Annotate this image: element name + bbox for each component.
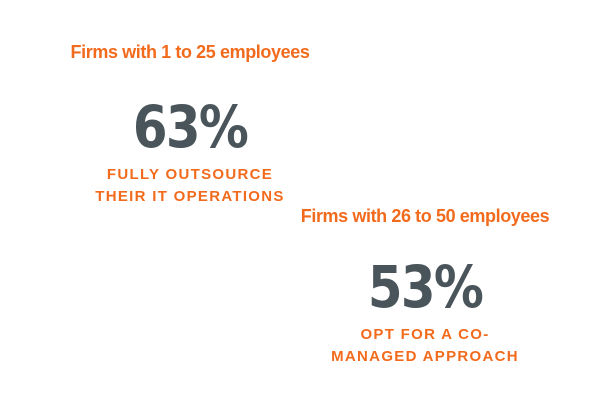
stat-caption: FULLY OUTSOURCE THEIR IT OPERATIONS [60, 164, 320, 208]
stat-caption-line: FULLY OUTSOURCE [106, 166, 274, 183]
stat-caption-line: MANAGED APPROACH [331, 348, 519, 365]
stat-block-mid-firms: Firms with 26 to 50 employees 53% OPT FO… [290, 204, 560, 368]
stat-percentage: 53% [367, 253, 484, 321]
stat-percentage: 63% [132, 93, 249, 161]
stat-block-small-firms: Firms with 1 to 25 employees 63% FULLY O… [60, 40, 320, 208]
stat-heading: Firms with 1 to 25 employees [70, 42, 310, 62]
stat-caption-line: OPT FOR A CO- [360, 326, 490, 343]
stat-heading: Firms with 26 to 50 employees [300, 206, 550, 226]
stat-caption: OPT FOR A CO- MANAGED APPROACH [290, 324, 560, 368]
stat-caption-line: THEIR IT OPERATIONS [95, 188, 285, 205]
